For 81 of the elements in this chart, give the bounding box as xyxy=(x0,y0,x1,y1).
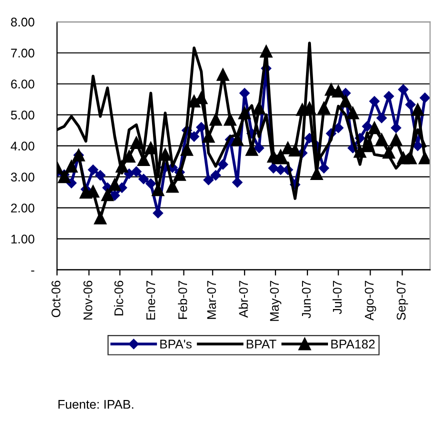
legend-label: BPA's xyxy=(160,340,192,349)
point xyxy=(412,140,423,151)
point xyxy=(138,174,149,184)
point xyxy=(260,45,272,58)
point xyxy=(101,188,114,202)
point xyxy=(238,106,251,120)
point xyxy=(318,163,330,174)
point xyxy=(332,85,345,98)
x-tick-label: Ago-07 xyxy=(364,280,376,321)
point xyxy=(108,178,121,191)
point xyxy=(276,164,286,175)
y-tick-label: 8.00 xyxy=(11,18,34,27)
x-tick-label: Abr-07 xyxy=(238,280,248,318)
point xyxy=(173,168,186,181)
point xyxy=(144,142,158,154)
y-tick-label: 7.00 xyxy=(11,48,34,58)
x-tick-label: Ene-07 xyxy=(146,280,156,320)
legend-label: BPA182 xyxy=(331,340,375,349)
point xyxy=(94,212,107,224)
point xyxy=(210,170,221,180)
x-tick-label: Nov-06 xyxy=(83,280,92,320)
point xyxy=(369,96,380,106)
point xyxy=(196,122,206,132)
point xyxy=(411,103,424,116)
point xyxy=(405,100,416,110)
point xyxy=(390,133,402,146)
x-tick-label: Jul-07 xyxy=(332,280,342,314)
point xyxy=(131,166,142,177)
y-tick-label: - xyxy=(31,270,34,272)
point xyxy=(268,163,279,174)
x-tick-label: Jun-07 xyxy=(302,280,311,318)
x-tick-label: Dic-06 xyxy=(114,280,124,316)
point xyxy=(110,190,120,201)
point xyxy=(354,145,366,158)
y-tick-label: 1.00 xyxy=(11,234,34,244)
point xyxy=(116,160,128,173)
x-tick-label: Feb-07 xyxy=(178,280,188,319)
point xyxy=(130,136,143,150)
point xyxy=(137,154,150,166)
point xyxy=(362,121,372,132)
point xyxy=(202,130,215,143)
point xyxy=(95,170,106,180)
point xyxy=(218,159,228,170)
point xyxy=(339,94,352,108)
point xyxy=(232,177,242,188)
point xyxy=(166,180,179,193)
point xyxy=(252,102,266,114)
source-note: Fuente: IPAB. xyxy=(58,400,134,409)
x-tick-label: Mar-07 xyxy=(207,280,216,319)
point xyxy=(398,84,408,95)
point xyxy=(382,146,396,159)
point xyxy=(209,113,222,126)
point xyxy=(420,92,430,103)
point xyxy=(318,102,330,114)
x-tick-label: Sep-07 xyxy=(396,280,408,320)
x-tick-label: May-07 xyxy=(270,280,282,321)
point xyxy=(239,88,250,98)
point xyxy=(146,178,156,189)
point xyxy=(418,152,430,164)
point xyxy=(180,143,194,156)
point xyxy=(368,122,381,134)
point xyxy=(203,174,214,186)
y-tick-label: 3.00 xyxy=(10,172,34,182)
point xyxy=(224,113,236,126)
y-tick-label: 2.00 xyxy=(11,204,34,213)
point xyxy=(346,106,360,120)
point xyxy=(188,131,200,142)
y-tick-label: 4.00 xyxy=(10,142,34,151)
point xyxy=(152,208,164,218)
point xyxy=(375,133,388,146)
point xyxy=(65,160,78,173)
point xyxy=(376,112,387,124)
point xyxy=(333,122,344,133)
point xyxy=(216,68,230,81)
legend-label: BPAT xyxy=(246,340,276,348)
y-tick-label: 5.00 xyxy=(10,110,34,120)
point xyxy=(88,164,98,175)
point xyxy=(254,142,264,154)
y-tick-label: 6.00 xyxy=(11,80,34,89)
point xyxy=(288,144,302,156)
x-tick-label: Oct-06 xyxy=(52,280,60,318)
